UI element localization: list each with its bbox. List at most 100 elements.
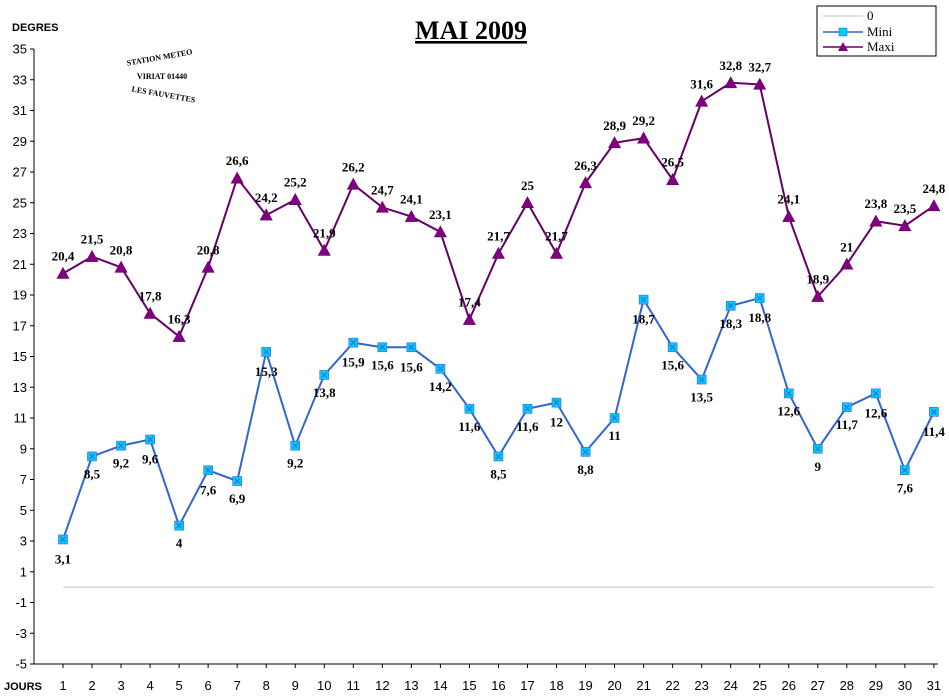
data-label-mini: 13,5 — [690, 390, 713, 405]
data-label-mini: 14,2 — [429, 379, 452, 394]
point-mini-20 — [609, 413, 620, 423]
point-maxi-25 — [753, 77, 767, 90]
point-marker-cross — [582, 448, 589, 455]
data-label-maxi: 17,4 — [458, 295, 481, 310]
data-label-maxi: 23,5 — [893, 201, 916, 216]
y-tick-label: 11 — [14, 411, 28, 426]
data-label-mini: 12,6 — [864, 405, 887, 420]
point-mini-31 — [929, 407, 939, 417]
data-label-mini: 7,6 — [897, 480, 914, 495]
point-maxi-14 — [433, 225, 447, 238]
point-maxi-6 — [201, 260, 215, 273]
data-label-maxi: 29,2 — [632, 113, 655, 128]
y-tick-label: 23 — [13, 226, 27, 241]
data-label-mini: 15,6 — [400, 359, 423, 374]
point-marker-cross — [147, 436, 153, 443]
point-maxi-15 — [462, 312, 476, 325]
point-maxi-12 — [375, 200, 389, 213]
data-label-mini: 18,8 — [748, 310, 771, 325]
data-label-maxi: 25 — [521, 178, 535, 193]
x-tick-label: 4 — [146, 678, 153, 693]
chart-title: MAI 2009 — [415, 16, 527, 45]
y-tick-label: 19 — [13, 288, 27, 303]
x-tick-label: 18 — [549, 678, 563, 693]
point-marker-cross — [89, 453, 95, 460]
point-maxi-24 — [724, 76, 738, 89]
point-mini-2 — [87, 451, 97, 462]
series-line-mini — [62, 296, 935, 540]
point-mini-3 — [116, 440, 126, 451]
data-label-maxi: 24,1 — [400, 192, 423, 207]
y-tick-label: 29 — [13, 134, 27, 149]
point-maxi-7 — [230, 171, 244, 184]
y-tick-label: -3 — [15, 626, 27, 641]
data-label-mini: 8,5 — [84, 466, 101, 481]
point-maxi-8 — [259, 208, 273, 221]
data-label-mini: 15,6 — [371, 357, 394, 372]
x-tick-label: 14 — [433, 678, 447, 693]
x-tick-label: 19 — [578, 678, 592, 693]
data-label-maxi: 16,3 — [168, 312, 191, 327]
point-maxi-27 — [811, 289, 825, 302]
point-marker-cross — [379, 344, 386, 351]
point-marker-cross — [785, 390, 792, 397]
data-label-mini: 11,6 — [458, 419, 481, 434]
data-label-maxi: 20,4 — [52, 248, 75, 263]
point-maxi-13 — [404, 209, 418, 222]
point-mini-24 — [725, 300, 736, 311]
point-mini-30 — [900, 465, 910, 476]
point-marker-cross — [437, 365, 444, 372]
data-labels: 3,1 8,5 9,2 9,6 4 7,6 6,9 15,3 9,2 13,8 15,9 15,6 15… — [52, 58, 946, 567]
data-label-maxi: 20,8 — [110, 242, 133, 257]
y-tick-label: 35 — [13, 42, 27, 57]
point-marker-cross — [902, 467, 908, 474]
point-maxi-19 — [579, 176, 593, 189]
x-tick-label: 8 — [263, 678, 270, 693]
data-label-mini: 11,7 — [836, 417, 859, 432]
x-tick-label: 7 — [234, 678, 241, 693]
point-mini-29 — [871, 388, 881, 399]
point-mini-23 — [696, 374, 707, 385]
x-tick-label: 12 — [375, 678, 389, 693]
point-maxi-2 — [85, 249, 99, 262]
point-marker-cross — [176, 522, 182, 529]
data-label-maxi: 26,6 — [226, 153, 249, 168]
stamp-line-2: VIRIAT 01440 — [137, 72, 187, 81]
point-mini-8 — [261, 347, 272, 357]
x-tick-label: 31 — [927, 678, 941, 693]
y-tick-label: 3 — [20, 534, 27, 549]
x-tick-label: 5 — [176, 678, 183, 693]
data-label-maxi: 24,2 — [255, 190, 278, 205]
legend-label-zero: 0 — [867, 8, 874, 23]
point-maxi-20 — [608, 136, 622, 149]
data-label-mini: 6,9 — [229, 491, 246, 506]
point-mini-7 — [232, 476, 242, 486]
data-label-maxi: 32,8 — [719, 58, 742, 73]
point-mini-10 — [319, 370, 330, 380]
data-label-maxi: 25,2 — [284, 175, 307, 190]
x-tick-label: 16 — [491, 678, 505, 693]
point-mini-6 — [203, 465, 213, 476]
point-mini-21 — [638, 294, 649, 305]
point-maxi-29 — [869, 214, 883, 227]
point-mini-9 — [290, 440, 301, 451]
point-mini-19 — [580, 447, 591, 457]
point-mini-1 — [58, 534, 68, 545]
point-marker-cross — [611, 415, 618, 421]
y-tick-label: 9 — [20, 441, 27, 456]
data-label-mini: 15,6 — [661, 357, 684, 372]
point-mini-26 — [783, 388, 794, 399]
point-marker-cross — [756, 295, 763, 301]
point-maxi-17 — [520, 196, 534, 209]
point-marker-cross — [640, 296, 647, 303]
y-tick-label: 13 — [13, 380, 27, 395]
point-marker-cross — [118, 442, 124, 449]
x-tick-label: 25 — [752, 678, 766, 693]
legend-label-mini: Mini — [867, 24, 893, 39]
point-marker-cross — [931, 408, 937, 415]
point-maxi-1 — [56, 266, 70, 279]
station-stamp: STATION METEO VIRIAT 01440 LES FAUVETTES — [126, 47, 197, 104]
data-label-mini: 13,8 — [313, 385, 336, 400]
point-marker-cross — [524, 405, 531, 412]
